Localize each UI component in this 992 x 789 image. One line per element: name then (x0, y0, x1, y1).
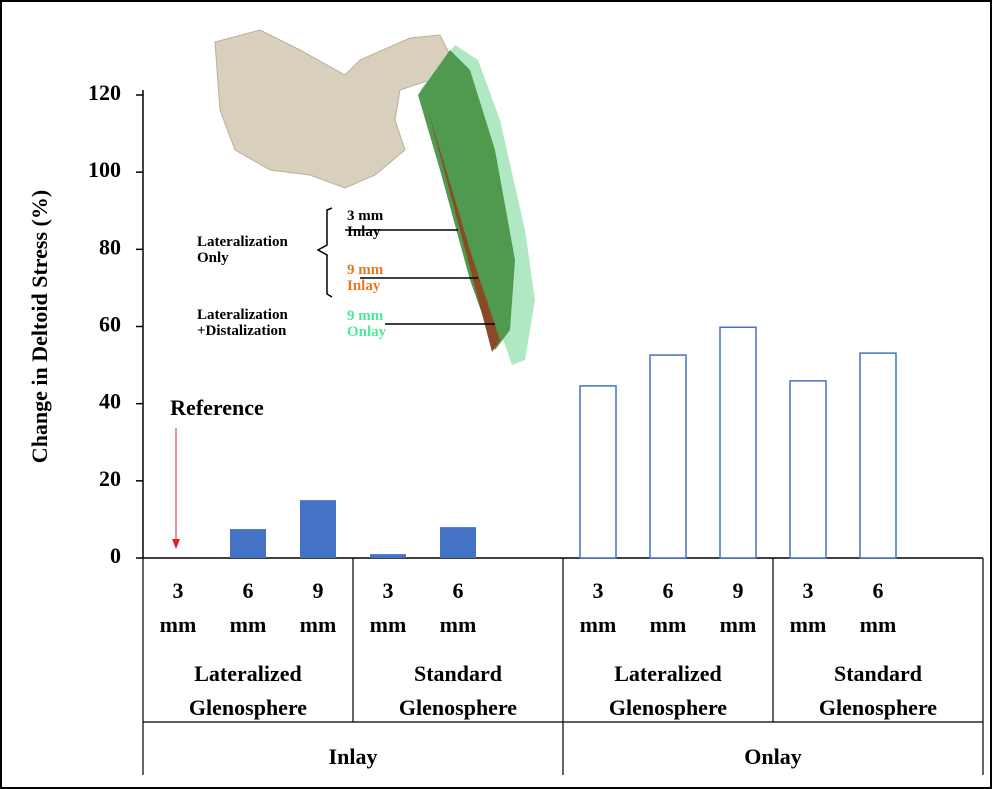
y-tick-label: 20 (99, 466, 121, 491)
y-axis-title: Change in Deltoid Stress (%) (27, 190, 52, 463)
inset-group-label: Lateralization Only (197, 234, 322, 266)
x-tick-label: 3 mm (368, 574, 408, 642)
inset-label: 9 mm Onlay (347, 308, 397, 340)
x-tick-label: 9 mm (718, 574, 758, 642)
bar (790, 381, 826, 558)
bar (720, 327, 756, 558)
inset-label: 9 mm Inlay (347, 262, 397, 294)
x-tick-label: 6 mm (858, 574, 898, 642)
y-tick-label: 80 (99, 234, 121, 259)
x-tick-label: 3 mm (788, 574, 828, 642)
bar (230, 529, 266, 558)
bar (580, 386, 616, 558)
supergroup-label: Onlay (678, 740, 868, 774)
inset-label: 3 mm Inlay (347, 208, 397, 240)
bar (860, 353, 896, 558)
y-tick-label: 40 (99, 389, 121, 414)
bar (300, 500, 336, 558)
group-label: Lateralized Glenosphere (573, 657, 763, 725)
y-tick-label: 60 (99, 312, 121, 337)
annotation-arrowhead (172, 539, 180, 549)
inset-group-label: Lateralization +Distalization (197, 307, 322, 339)
y-tick-label: 0 (110, 543, 121, 568)
y-tick-label: 120 (88, 80, 121, 105)
x-tick-label: 6 mm (228, 574, 268, 642)
group-label: Lateralized Glenosphere (153, 657, 343, 725)
group-label: Standard Glenosphere (783, 657, 973, 725)
x-tick-label: 3 mm (578, 574, 618, 642)
group-label: Standard Glenosphere (363, 657, 553, 725)
bar (440, 527, 476, 558)
bar (370, 554, 406, 558)
annotation: Reference (152, 392, 282, 424)
x-tick-label: 9 mm (298, 574, 338, 642)
x-tick-label: 6 mm (648, 574, 688, 642)
bar (650, 355, 686, 558)
x-tick-label: 6 mm (438, 574, 478, 642)
x-tick-label: 3 mm (158, 574, 198, 642)
supergroup-label: Inlay (258, 740, 448, 774)
figure: Change in Deltoid Stress (%) 0 20 40 60 80 100… (0, 0, 992, 789)
y-tick-label: 100 (88, 157, 121, 182)
